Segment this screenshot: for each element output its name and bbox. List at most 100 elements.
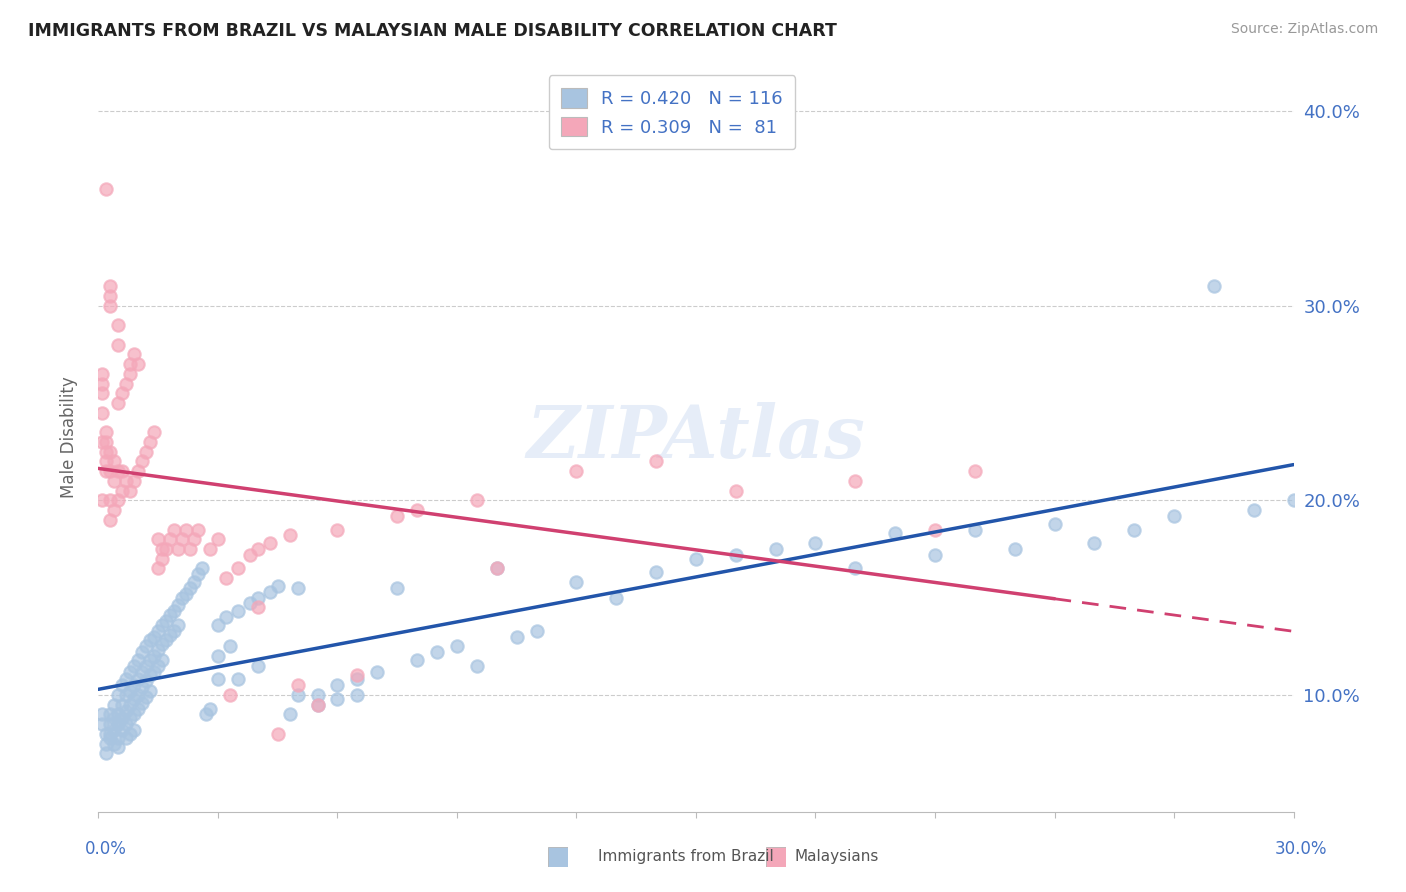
Point (139, 653, 162, 667)
Text: IMMIGRANTS FROM BRAZIL VS MALAYSIAN MALE DISABILITY CORRELATION CHART: IMMIGRANTS FROM BRAZIL VS MALAYSIAN MALE… (28, 22, 837, 40)
Point (215, 610, 238, 624)
Point (115, 704, 138, 718)
Point (103, 474, 125, 488)
Point (111, 386, 134, 401)
Point (96, 747, 118, 761)
Point (127, 653, 149, 667)
Point (924, 548, 946, 562)
Point (226, 561, 249, 575)
Point (124, 723, 146, 737)
Text: 0.0%: 0.0% (84, 840, 127, 858)
Point (107, 464, 129, 478)
Point (91, 493, 114, 508)
Point (278, 528, 301, 542)
Point (143, 630, 166, 644)
Point (924, 523, 946, 537)
Point (246, 541, 269, 556)
Point (215, 571, 238, 585)
Point (287, 581, 309, 595)
Point (107, 740, 129, 755)
Point (246, 591, 269, 605)
Point (120, 711, 142, 725)
Point (174, 523, 197, 537)
Point (267, 727, 290, 741)
Point (267, 579, 290, 593)
Point (287, 688, 309, 702)
Point (187, 567, 209, 582)
Point (685, 551, 707, 566)
Point (307, 698, 329, 712)
Point (103, 503, 125, 517)
Point (183, 575, 205, 590)
Point (115, 474, 138, 488)
Point (96, 727, 118, 741)
Point (259, 584, 281, 599)
Text: Malaysians: Malaysians (794, 849, 879, 863)
Point (111, 483, 134, 498)
Point (98, 444, 122, 458)
Point (183, 533, 205, 547)
Point (198, 701, 221, 715)
Point (135, 658, 157, 673)
Point (406, 503, 429, 517)
Point (163, 604, 186, 618)
Point (565, 464, 588, 478)
Point (287, 678, 309, 692)
Point (326, 678, 349, 692)
Point (207, 618, 229, 632)
Point (446, 640, 468, 654)
Point (226, 604, 249, 618)
Point (239, 548, 262, 562)
Point (645, 454, 668, 468)
Point (1123, 523, 1146, 537)
Point (465, 493, 488, 508)
Point (120, 698, 142, 712)
Point (187, 523, 209, 537)
Point (91, 434, 114, 449)
Point (127, 673, 149, 687)
Point (98, 707, 122, 722)
Point (259, 536, 281, 550)
Point (246, 658, 269, 673)
Point (172, 533, 194, 547)
Point (96, 182, 118, 196)
Point (98, 279, 122, 293)
Point (120, 727, 142, 741)
Point (155, 614, 177, 628)
Point (765, 541, 787, 556)
Point (159, 627, 181, 641)
Point (98, 493, 122, 508)
Point (111, 711, 134, 725)
Point (406, 653, 429, 667)
Legend: R = 0.420   N = 116, R = 0.309   N =  81: R = 0.420 N = 116, R = 0.309 N = 81 (548, 75, 796, 149)
Point (963, 464, 986, 478)
Point (207, 648, 229, 663)
Point (219, 688, 242, 702)
Point (163, 624, 186, 638)
Point (98, 289, 122, 303)
Point (139, 668, 162, 682)
Point (307, 698, 329, 712)
Point (148, 643, 170, 657)
Point (91, 406, 114, 420)
Point (159, 608, 181, 623)
Point (150, 618, 173, 632)
Point (506, 630, 529, 644)
Point (96, 737, 118, 751)
Text: 30.0%: 30.0% (1274, 840, 1327, 858)
Point (645, 566, 668, 580)
Point (246, 600, 269, 615)
Point (307, 688, 329, 702)
Point (346, 673, 368, 687)
Point (526, 624, 548, 638)
Point (135, 690, 157, 704)
Point (366, 665, 388, 679)
Point (98, 299, 122, 313)
Point (120, 665, 142, 679)
Point (465, 658, 488, 673)
Point (131, 680, 153, 694)
Point (167, 618, 190, 632)
Point (844, 474, 866, 488)
Point (111, 678, 134, 692)
Point (96, 454, 118, 468)
